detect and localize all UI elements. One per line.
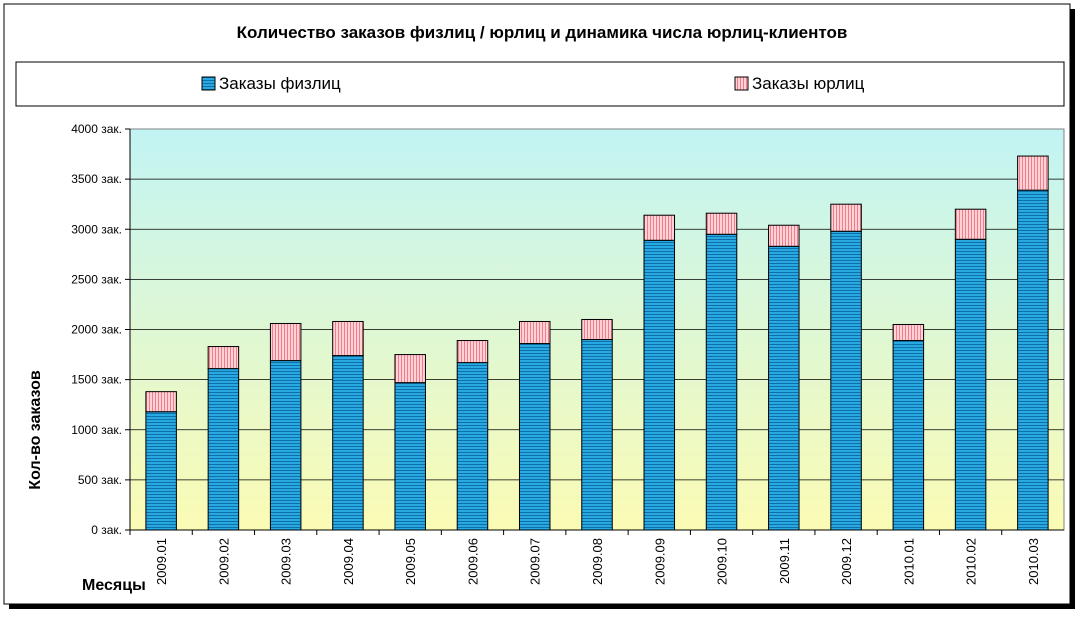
bar-jur-2009.04 — [332, 320, 364, 357]
x-tick-label: 2009.09 — [652, 538, 667, 585]
bar-jur-2009.07 — [518, 320, 551, 345]
x-tick-label: 2009.11 — [777, 538, 792, 584]
bar-jur-2009.12 — [830, 203, 862, 232]
bars — [145, 155, 1049, 531]
bar-phys-2010.03 — [1017, 189, 1049, 531]
bar-phys-2010.01 — [892, 340, 925, 531]
legend-label-phys: Заказы физлиц — [219, 74, 341, 93]
x-tick-label: 2009.07 — [528, 538, 543, 585]
bar-phys-2009.06 — [456, 362, 489, 531]
bar-jur-2009.05 — [394, 354, 426, 384]
y-tick-label: 1500 зак. — [71, 373, 122, 387]
x-tick-label: 2009.06 — [465, 538, 480, 585]
x-tick-label: 2009.05 — [403, 538, 418, 585]
bar-jur-2009.06 — [456, 340, 489, 364]
bar-phys-2010.02 — [954, 238, 987, 531]
bar-jur-2009.09 — [643, 214, 676, 241]
bar-phys-2009.12 — [830, 230, 862, 531]
x-tick-label: 2009.01 — [154, 538, 169, 585]
x-tick-label: 2009.08 — [590, 538, 605, 585]
x-tick-label: 2010.03 — [1026, 538, 1041, 585]
bar-jur-2009.11 — [768, 224, 800, 247]
bar-phys-2009.02 — [207, 368, 240, 531]
y-tick-label: 4000 зак. — [71, 122, 122, 136]
bar-phys-2009.11 — [768, 245, 800, 531]
bar-phys-2009.05 — [394, 382, 426, 531]
legend: Заказы физлиц Заказы юрлиц — [201, 74, 865, 93]
bar-jur-2009.01 — [145, 391, 177, 413]
legend-box — [15, 61, 1065, 107]
x-tick-label: 2009.12 — [839, 538, 854, 585]
x-tick-label: 2009.03 — [279, 538, 294, 585]
bar-phys-2009.03 — [269, 360, 302, 531]
y-tick-label: 500 зак. — [78, 473, 122, 487]
bar-jur-2010.01 — [892, 323, 925, 342]
bar-jur-2009.10 — [705, 212, 738, 235]
bar-jur-2009.02 — [207, 346, 240, 370]
legend-swatch-phys — [201, 76, 216, 91]
bar-jur-2010.02 — [954, 208, 987, 240]
bar-phys-2009.04 — [332, 355, 364, 531]
y-tick-label: 2500 зак. — [71, 272, 122, 286]
y-tick-label: 3000 зак. — [71, 222, 122, 236]
bar-jur-2010.03 — [1017, 155, 1049, 191]
bar-phys-2009.08 — [581, 339, 613, 531]
bar-phys-2009.10 — [705, 233, 738, 531]
x-tick-label: 2009.10 — [715, 538, 730, 585]
legend-swatch-jur — [734, 76, 749, 91]
y-tick-label: 2000 зак. — [71, 323, 122, 337]
x-axis-label: Месяцы — [82, 577, 146, 594]
x-tick-label: 2010.02 — [964, 538, 979, 585]
y-tick-label: 0 зак. — [91, 523, 122, 537]
bar-phys-2009.01 — [145, 411, 177, 531]
bar-jur-2009.08 — [581, 318, 613, 341]
bar-phys-2009.09 — [643, 239, 676, 531]
legend-label-jur: Заказы юрлиц — [752, 74, 865, 93]
x-tick-label: 2009.02 — [216, 538, 231, 585]
y-tick-label: 3500 зак. — [71, 172, 122, 186]
x-tick-label: 2010.01 — [901, 538, 916, 585]
y-axis-label: Кол-во заказов — [27, 370, 44, 490]
chart-title: Количество заказов физлиц / юрлиц и дина… — [237, 23, 848, 42]
y-axis-ticks: 0 зак. 500 зак. 1000 зак. 1500 зак. 2000 зак… — [71, 122, 131, 537]
x-tick-label: 2009.04 — [341, 538, 356, 585]
bar-phys-2009.07 — [518, 343, 551, 531]
x-axis-ticks: 2009.01 2009.02 2009.03 2009.04 2009.05 2009.… — [129, 529, 1064, 585]
bar-jur-2009.03 — [269, 322, 302, 362]
y-tick-label: 1000 зак. — [71, 423, 122, 437]
